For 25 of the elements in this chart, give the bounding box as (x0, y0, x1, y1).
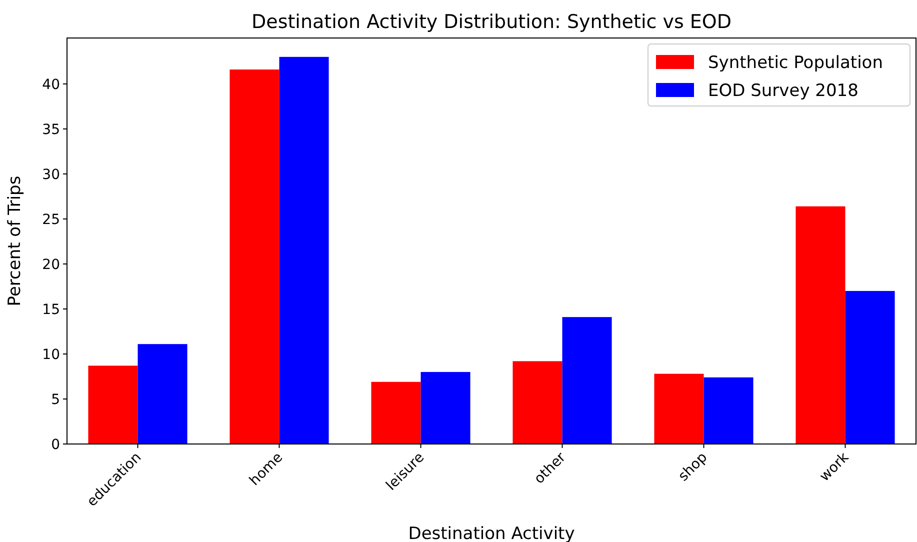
bar (420, 372, 470, 444)
y-tick-label: 15 (42, 302, 60, 318)
y-tick-label: 40 (42, 76, 60, 93)
y-tick-label: 30 (42, 166, 60, 183)
bar (796, 206, 846, 444)
bar (279, 56, 329, 444)
bar (562, 317, 612, 444)
y-tick-label: 10 (42, 346, 60, 363)
y-tick-label: 35 (42, 122, 60, 138)
bar (654, 374, 704, 444)
chart-title: Destination Activity Distribution: Synthetic vs EOD (252, 11, 732, 33)
bar (371, 382, 421, 444)
bar (512, 361, 562, 444)
y-tick-label: 25 (42, 212, 60, 228)
bar (704, 377, 754, 444)
bar (138, 344, 188, 444)
bar (88, 366, 138, 444)
y-tick-label: 20 (42, 256, 60, 273)
y-axis-title: Percent of Trips (5, 176, 25, 306)
y-tick-label: 5 (51, 392, 60, 408)
legend-label: EOD Survey 2018 (708, 81, 858, 101)
y-tick-label: 0 (51, 436, 60, 453)
bar (230, 70, 280, 444)
legend-label: Synthetic Population (708, 53, 883, 73)
bar (845, 290, 895, 444)
